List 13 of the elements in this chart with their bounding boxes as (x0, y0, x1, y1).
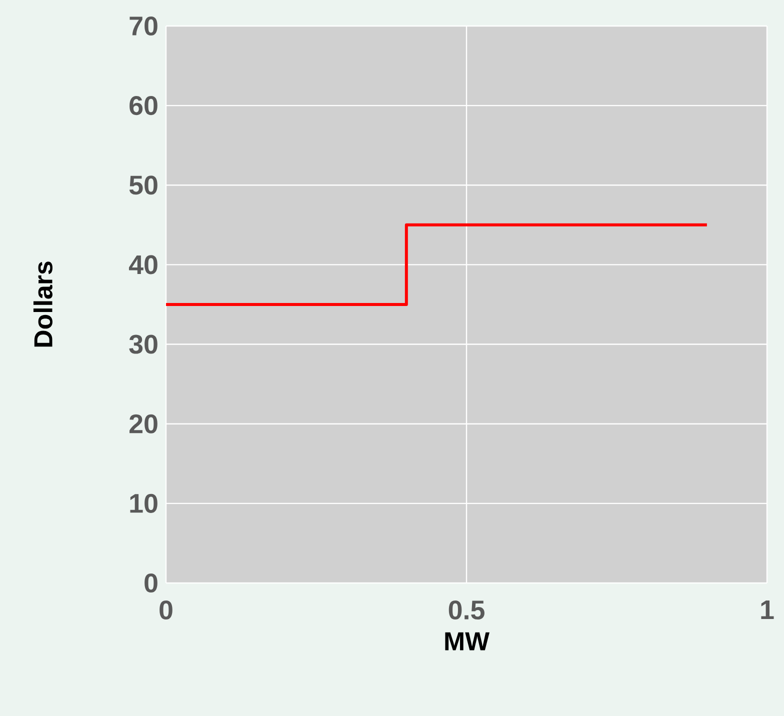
y-axis-title: Dollars (33, 262, 52, 347)
y-tick-label: 50 (129, 176, 158, 195)
x-tick-label: 0.5 (448, 600, 484, 620)
y-tick-label: 10 (130, 494, 158, 513)
y-tick-label: 0 (144, 573, 158, 593)
y-tick-label: 60 (130, 96, 158, 116)
x-axis-title: MW (445, 632, 490, 650)
y-tick-label: 30 (129, 334, 158, 354)
y-tick-label: 20 (130, 414, 158, 434)
y-tick-label: 70 (130, 16, 158, 36)
x-tick-label: 0 (160, 600, 172, 620)
y-tick-label: 40 (128, 255, 158, 274)
x-tick-label: 1 (761, 600, 774, 620)
